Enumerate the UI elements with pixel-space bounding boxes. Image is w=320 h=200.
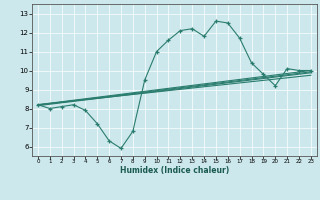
X-axis label: Humidex (Indice chaleur): Humidex (Indice chaleur): [120, 166, 229, 175]
